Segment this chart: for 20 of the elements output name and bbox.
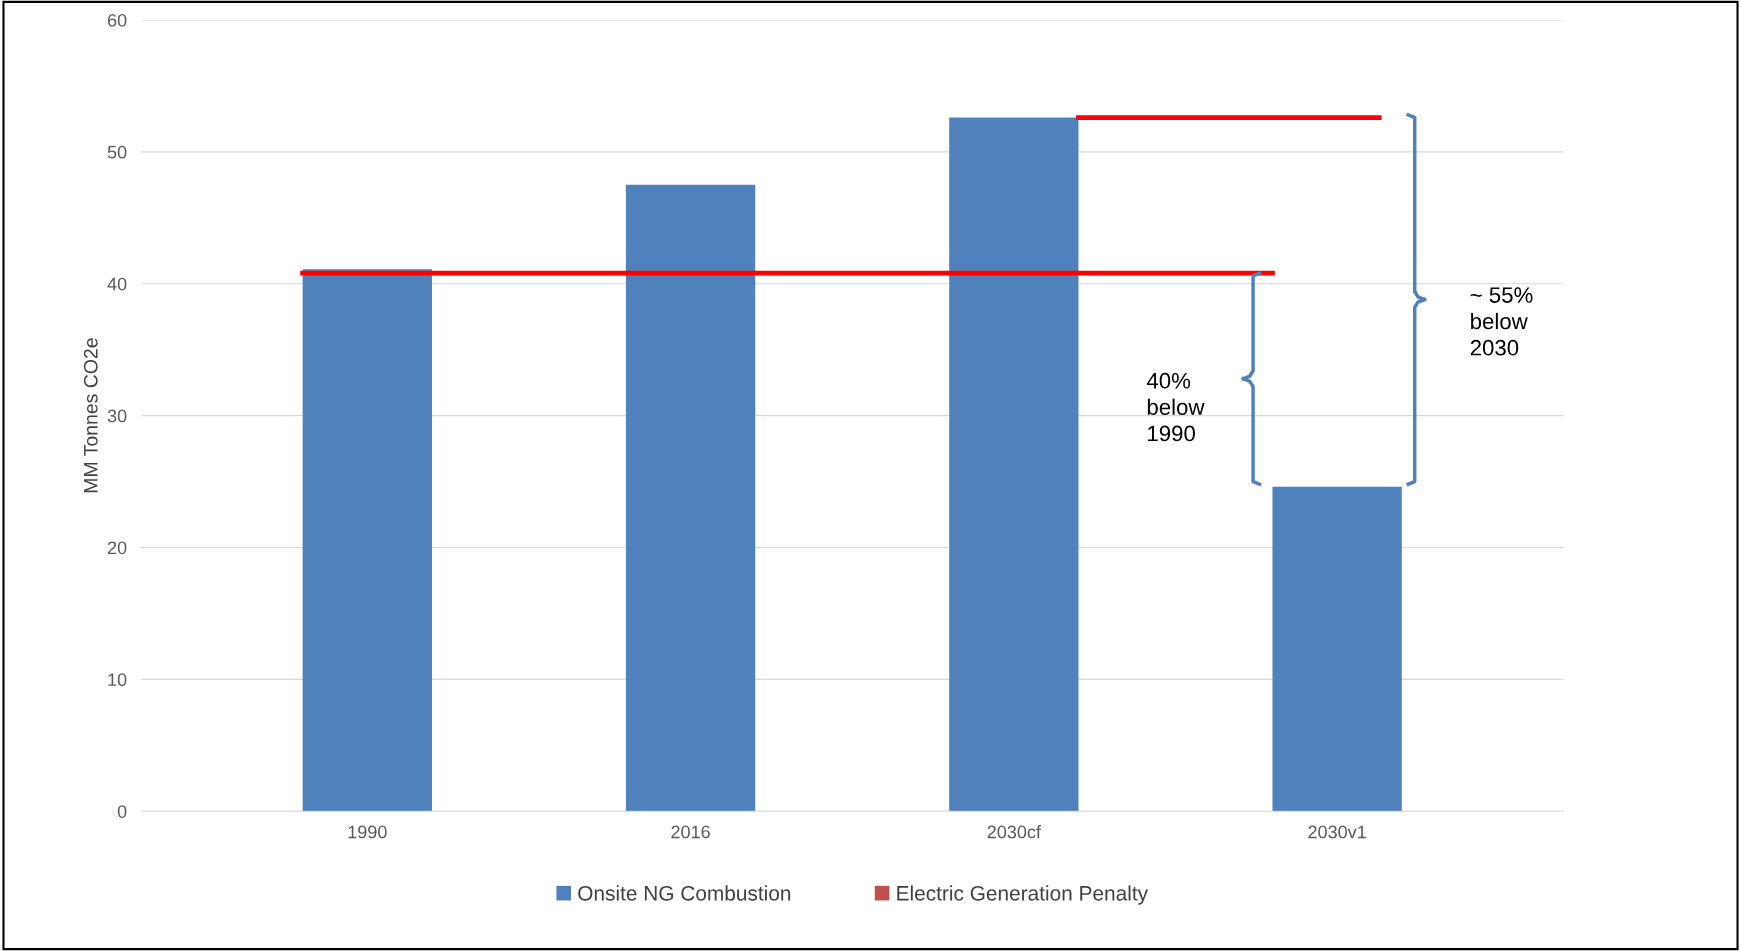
bar bbox=[625, 184, 756, 812]
y-tick-label: 40 bbox=[107, 277, 127, 291]
y-tick-label: 60 bbox=[107, 13, 127, 27]
x-tick-label: 2030cf bbox=[987, 825, 1041, 839]
legend-label: Onsite NG Combustion bbox=[578, 885, 791, 901]
annotation: 40% below 1990 bbox=[1146, 372, 1205, 442]
x-tick-label: 2016 bbox=[671, 825, 710, 839]
bar bbox=[302, 269, 432, 812]
y-tick-label: 30 bbox=[107, 409, 127, 423]
y-tick-label: 10 bbox=[108, 673, 127, 687]
x-tick-label: 1990 bbox=[348, 825, 387, 839]
y-tick-label: 20 bbox=[107, 541, 127, 555]
y-tick-label: 0 bbox=[117, 805, 127, 818]
bar bbox=[1272, 486, 1402, 812]
annotation: ~ 55% below 2030 bbox=[1470, 287, 1533, 356]
y-axis-title: MM Tonnes CO2e bbox=[83, 338, 98, 493]
x-tick-label: 2030v1 bbox=[1308, 825, 1366, 839]
y-tick-label: 50 bbox=[107, 145, 127, 159]
legend-label: Electric Generation Penalty bbox=[897, 885, 1148, 905]
bar bbox=[949, 117, 1079, 812]
